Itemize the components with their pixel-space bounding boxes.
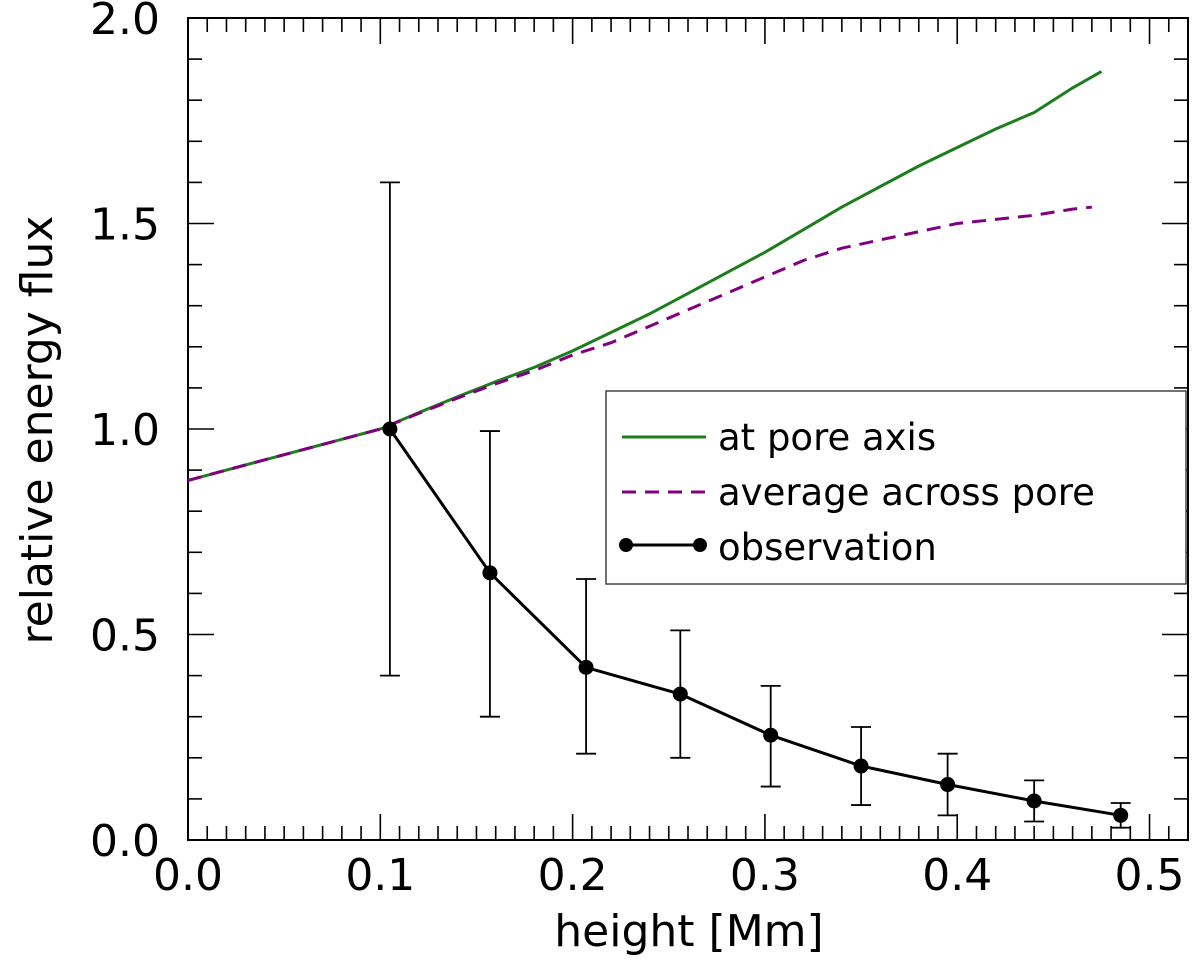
data-point-observation bbox=[482, 565, 498, 581]
x-tick-label: 0.4 bbox=[922, 850, 992, 901]
series-line-at-pore-axis bbox=[187, 70, 1103, 482]
y-tick-labels: 0.0 0.5 1.0 1.5 2.0 bbox=[90, 0, 160, 867]
series-layer bbox=[187, 70, 1131, 829]
legend-label-average: average across pore bbox=[718, 471, 1095, 514]
y-tick-label: 1.5 bbox=[90, 200, 160, 251]
data-point-observation bbox=[578, 659, 594, 675]
legend-label-observation: observation bbox=[718, 526, 937, 569]
series-line-average-across-pore bbox=[187, 205, 1092, 482]
data-point-observation bbox=[1026, 793, 1042, 809]
y-axis-title: relative energy flux bbox=[12, 216, 63, 645]
data-point-observation bbox=[382, 421, 398, 437]
x-tick-labels: 0.0 0.1 0.2 0.3 0.4 0.5 bbox=[153, 850, 1185, 901]
y-tick-label: 0.5 bbox=[90, 611, 160, 662]
x-tick-label: 0.1 bbox=[345, 850, 415, 901]
legend-marker-observation-left bbox=[619, 538, 633, 552]
legend-label-pore-axis: at pore axis bbox=[718, 416, 936, 459]
data-point-observation bbox=[1113, 807, 1129, 823]
data-point-observation bbox=[672, 686, 688, 702]
legend: at pore axis average across pore observa… bbox=[605, 390, 1187, 585]
legend-box bbox=[605, 390, 1187, 585]
minor-ticks bbox=[188, 18, 1188, 840]
y-tick-label: 2.0 bbox=[90, 0, 160, 45]
x-tick-label: 0.2 bbox=[538, 850, 608, 901]
y-tick-label: 0.0 bbox=[90, 816, 160, 867]
data-point-observation bbox=[763, 727, 779, 743]
x-axis-title: height [Mm] bbox=[554, 906, 823, 957]
y-tick-label: 1.0 bbox=[90, 405, 160, 456]
data-point-observation bbox=[940, 777, 956, 793]
legend-marker-observation-right bbox=[693, 538, 707, 552]
axes bbox=[187, 17, 1189, 841]
x-tick-label: 0.0 bbox=[153, 850, 223, 901]
data-point-observation bbox=[853, 758, 869, 774]
x-tick-label: 0.5 bbox=[1115, 850, 1185, 901]
x-tick-label: 0.3 bbox=[730, 850, 800, 901]
